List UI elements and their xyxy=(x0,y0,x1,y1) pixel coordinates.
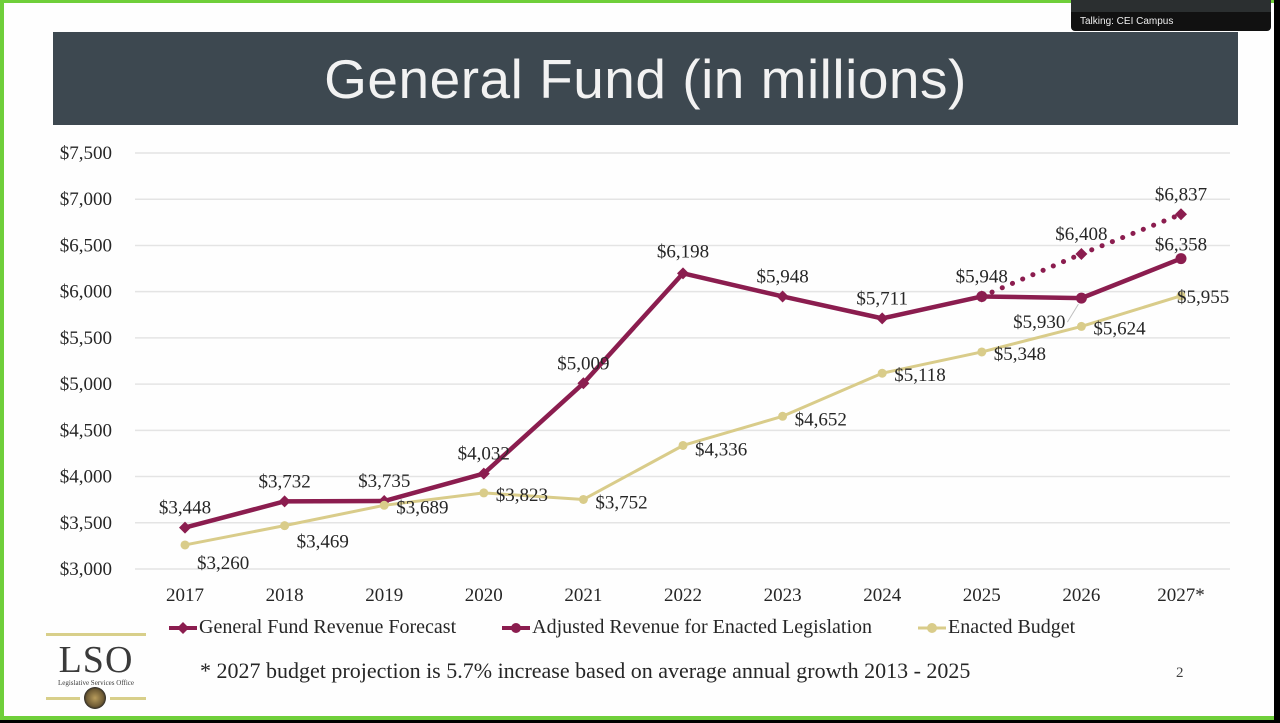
y-tick-label: $3,000 xyxy=(60,559,112,580)
legend-label: Enacted Budget xyxy=(948,616,1075,639)
data-label-leader-line xyxy=(1067,304,1078,322)
series-2-circle-marker xyxy=(878,369,887,378)
series-2-circle-marker xyxy=(977,347,986,356)
data-label: $5,955 xyxy=(1177,287,1229,308)
lso-logo: LSO Legislative Services Office xyxy=(44,631,148,713)
x-tick-label: 2020 xyxy=(465,585,503,606)
data-label: $3,732 xyxy=(258,471,310,492)
data-label: $6,198 xyxy=(657,241,709,262)
data-label: $4,032 xyxy=(458,444,510,465)
legend-item-enacted: Enacted Budget xyxy=(918,616,1075,639)
x-tick-label: 2023 xyxy=(764,585,802,606)
data-label: $5,948 xyxy=(756,266,808,287)
series-2-segment xyxy=(583,445,683,499)
legend-label: Adjusted Revenue for Enacted Legislation xyxy=(532,616,872,639)
series-2-segment xyxy=(185,526,285,545)
logo-bottom-rule-left xyxy=(46,697,80,700)
data-label: $4,652 xyxy=(795,409,847,430)
data-label: $3,448 xyxy=(159,498,211,519)
data-label: $3,823 xyxy=(496,485,548,506)
series-2-circle-marker xyxy=(181,540,190,549)
data-label: $6,358 xyxy=(1155,235,1207,256)
series-0-diamond-marker xyxy=(1075,248,1087,260)
data-label: $6,837 xyxy=(1155,184,1207,205)
data-label: $6,408 xyxy=(1055,224,1107,245)
data-label: $5,930 xyxy=(1013,312,1065,333)
y-axis-ticks: $3,000 $3,500 $4,000 $4,500 $5,000 $5,500 $6,0… xyxy=(60,143,112,580)
series-2-circle-marker xyxy=(778,412,787,421)
page-number: 2 xyxy=(1176,665,1184,682)
series-2-circle-marker xyxy=(679,441,688,450)
y-tick-label: $6,500 xyxy=(60,235,112,256)
x-axis-ticks: 2017 2018 2019 2020 2021 2022 2023 2024 2025 2026… xyxy=(166,585,1205,606)
data-label: $5,711 xyxy=(856,288,908,309)
x-tick-label: 2022 xyxy=(664,585,702,606)
gridlines xyxy=(135,153,1230,569)
x-tick-label: 2019 xyxy=(365,585,403,606)
legend-item-forecast: General Fund Revenue Forecast xyxy=(169,616,456,639)
series-2-circle-marker xyxy=(1077,322,1086,331)
y-tick-label: $5,500 xyxy=(60,328,112,349)
y-tick-label: $4,500 xyxy=(60,420,112,441)
legend-label: General Fund Revenue Forecast xyxy=(199,616,456,639)
series-2-circle-marker xyxy=(579,495,588,504)
logo-subtitle: Legislative Services Office xyxy=(44,679,148,687)
x-tick-label: 2021 xyxy=(564,585,602,606)
y-tick-label: $7,000 xyxy=(60,189,112,210)
series-0-diamond-marker xyxy=(1175,208,1187,220)
legend-item-adjusted: Adjusted Revenue for Enacted Legislation xyxy=(502,616,872,639)
footnote: * 2027 budget projection is 5.7% increas… xyxy=(200,658,970,684)
series-1-circle-marker xyxy=(1076,293,1087,304)
speaker-label: Talking: CEI Campus xyxy=(1080,16,1173,27)
legend-circle-marker-icon xyxy=(918,621,946,635)
x-tick-label: 2024 xyxy=(863,585,902,606)
data-label: $5,118 xyxy=(894,365,946,386)
y-tick-label: $6,000 xyxy=(60,282,112,303)
data-labels: $3,448 $3,732 $3,735 $4,032 $5,009 $6,198 $5,9… xyxy=(159,184,1229,574)
x-tick-label: 2027* xyxy=(1157,585,1205,606)
data-label: $3,469 xyxy=(297,532,349,553)
y-tick-label: $7,500 xyxy=(60,143,112,164)
y-tick-label: $5,000 xyxy=(60,374,112,395)
series-1-circle-marker xyxy=(976,291,987,302)
series-1-segment xyxy=(982,296,1082,298)
data-label: $3,735 xyxy=(358,471,410,492)
data-label: $3,752 xyxy=(595,492,647,513)
data-label: $5,009 xyxy=(557,353,609,374)
data-label: $5,624 xyxy=(1093,318,1146,339)
y-tick-label: $4,000 xyxy=(60,467,112,488)
x-tick-label: 2018 xyxy=(266,585,304,606)
logo-bottom-rule-right xyxy=(110,697,146,700)
series-2-circle-marker xyxy=(380,501,389,510)
logo-top-rule xyxy=(46,633,146,636)
data-label: $5,948 xyxy=(956,266,1008,287)
legend-circle-marker-icon xyxy=(502,621,530,635)
series-lines xyxy=(185,214,1181,545)
x-tick-label: 2026 xyxy=(1062,585,1100,606)
logo-text: LSO xyxy=(44,638,148,682)
series-2-circle-marker xyxy=(479,488,488,497)
data-label: $4,336 xyxy=(695,439,747,460)
legend-diamond-marker-icon xyxy=(169,621,197,635)
line-chart: $3,000 $3,500 $4,000 $4,500 $5,000 $5,500 $6,0… xyxy=(4,3,1278,723)
series-0-diamond-marker xyxy=(279,495,291,507)
x-tick-label: 2017 xyxy=(166,585,204,606)
series-2-circle-marker xyxy=(280,521,289,530)
series-0-diamond-marker xyxy=(876,312,888,324)
y-tick-label: $3,500 xyxy=(60,513,112,534)
data-label: $3,260 xyxy=(197,553,249,574)
data-label: $5,348 xyxy=(994,344,1046,365)
legend: General Fund Revenue Forecast Adjusted R… xyxy=(169,616,1121,639)
x-tick-label: 2025 xyxy=(963,585,1001,606)
speaker-indicator: Talking: CEI Campus xyxy=(1071,0,1271,31)
state-seal-icon xyxy=(84,687,106,709)
data-label: $3,689 xyxy=(396,497,448,518)
